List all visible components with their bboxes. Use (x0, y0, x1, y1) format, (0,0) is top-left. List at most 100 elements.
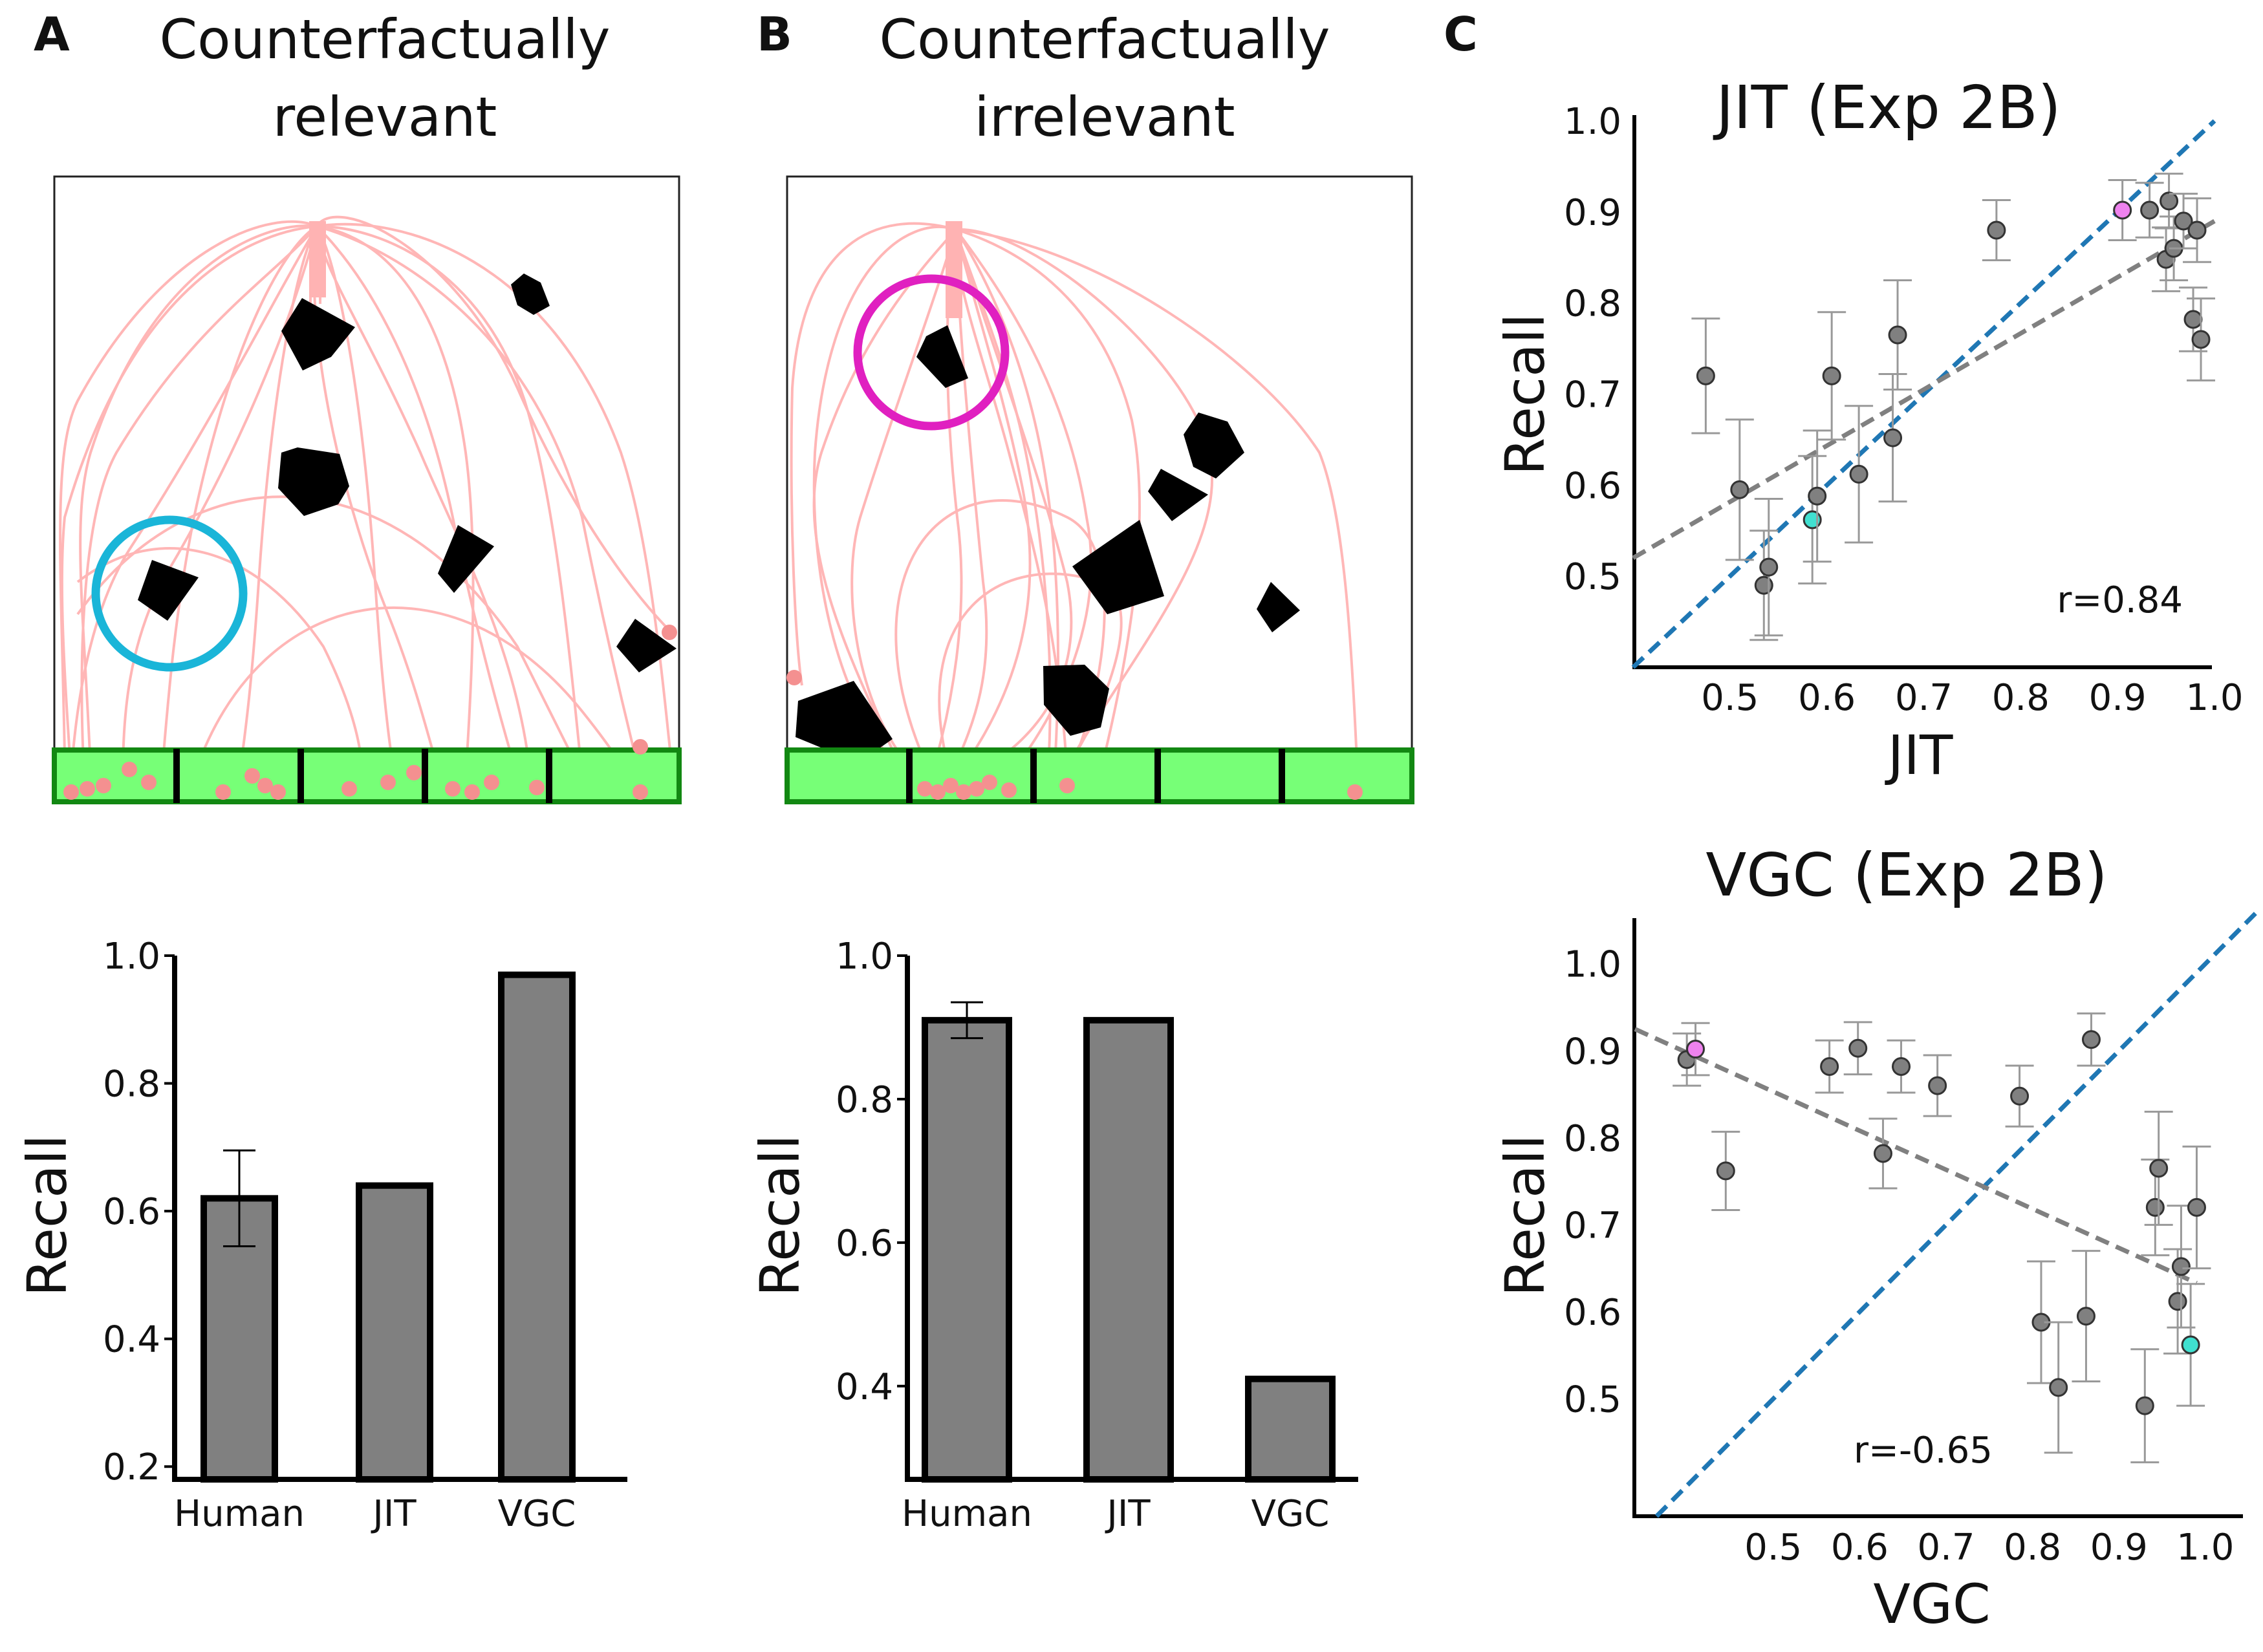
data-point (2076, 1307, 2095, 1326)
panel-a-title-line1: Counterfactually (160, 8, 611, 71)
y-tick-label: 0.6 (103, 1191, 160, 1233)
chart-title: VGC (Exp 2B) (1705, 841, 2107, 910)
data-point (1759, 557, 1779, 577)
y-tick-label: 0.7 (1564, 374, 1621, 416)
data-point (2135, 1396, 2154, 1415)
data-point (2081, 1030, 2101, 1049)
panel-b-title-line2: irrelevant (974, 85, 1235, 149)
data-point (2160, 191, 2179, 211)
y-tick-label: 0.9 (1564, 1031, 1621, 1073)
data-point (2181, 1335, 2200, 1355)
bar (1083, 1016, 1174, 1483)
scene-dropper (946, 221, 962, 318)
x-tick-label: 0.6 (1831, 1527, 1889, 1569)
x-tick-label: 0.7 (1895, 677, 1953, 719)
y-axis-label: Recall (748, 1135, 812, 1297)
data-point (1987, 220, 2006, 240)
x-tick-label: 0.5 (1744, 1527, 1802, 1569)
data-point (1820, 1057, 1839, 1076)
y-axis-label: Recall (16, 1135, 79, 1297)
data-point (1873, 1144, 1892, 1163)
data-point (2145, 1197, 2165, 1217)
x-tick-label: 0.7 (1917, 1527, 1975, 1569)
x-tick-label: VGC (1251, 1493, 1330, 1535)
obstacle (616, 619, 677, 672)
y-tick-label: 0.7 (1564, 1205, 1621, 1247)
data-point (1892, 1057, 1911, 1076)
data-point (2187, 220, 2207, 240)
data-point (1849, 464, 1868, 484)
data-point (1928, 1076, 1947, 1095)
data-point (1848, 1038, 1868, 1058)
landing-points (63, 625, 677, 800)
x-tick-label: Human (174, 1493, 305, 1535)
y-tick-label: 0.9 (1564, 192, 1621, 234)
y-tick-label: 1.0 (1564, 944, 1621, 986)
data-point (2049, 1378, 2068, 1397)
relevant-obstacle-highlight (91, 515, 248, 672)
regression-line (1632, 219, 2216, 561)
panel-b-title-line1: Counterfactually (880, 8, 1330, 71)
x-tick-label: 1.0 (2176, 1527, 2234, 1569)
identity-line (1654, 910, 2259, 1518)
data-point (1686, 1040, 1705, 1059)
x-tick-label: 0.5 (1701, 677, 1759, 719)
x-tick-label: 0.9 (2090, 1527, 2148, 1569)
bar (922, 1016, 1012, 1483)
scene-floor (785, 747, 1414, 804)
data-point (2191, 330, 2211, 349)
bar-chart-irrelevant: 0.4 0.6 0.8 1.0 Human JIT VGC Recall (748, 936, 1358, 1535)
x-tick-label: JIT (1105, 1493, 1151, 1535)
data-point (2168, 1292, 2187, 1311)
obstacle (1148, 469, 1208, 521)
bar (498, 971, 576, 1483)
x-tick-label: 0.6 (1798, 677, 1856, 719)
y-axis-label: Recall (1493, 1135, 1557, 1297)
x-axis-label: JIT (1885, 724, 1954, 787)
scatter-chart-jit: JIT (Exp 2B) 0.5 0.6 0.7 0.8 0.9 1.0 0.5 0.6 0.7… (1493, 73, 2244, 787)
y-tick-label: 0.4 (836, 1366, 893, 1408)
irrelevant-obstacle-highlight (853, 274, 1010, 431)
x-tick-label: 1.0 (2185, 677, 2243, 719)
obstacle (916, 325, 968, 388)
bar-chart-relevant: 0.2 0.4 0.6 0.8 1.0 Human JIT VGC Recall (16, 936, 627, 1535)
data-point (2171, 1257, 2191, 1276)
scene-relevant (52, 175, 682, 804)
data-point (1730, 480, 1749, 499)
y-tick-label: 1.0 (1564, 101, 1621, 143)
scene-irrelevant (785, 175, 1414, 804)
data-point (1716, 1161, 1735, 1181)
scene-floor (52, 747, 682, 804)
y-tick-label: 1.0 (836, 936, 893, 978)
y-tick-label: 0.6 (1564, 1292, 1621, 1334)
x-tick-label: 0.8 (1992, 677, 2050, 719)
y-tick-label: 0.4 (103, 1319, 160, 1361)
obstacle (281, 298, 355, 370)
data-point (1883, 428, 1903, 447)
data-point (2187, 1197, 2206, 1217)
bar (356, 1182, 433, 1483)
y-tick-label: 0.8 (836, 1079, 893, 1121)
data-point (1808, 486, 1827, 506)
obstacle (1072, 520, 1164, 614)
data-point (1803, 510, 1822, 530)
obstacle (1257, 582, 1300, 632)
data-point (1754, 575, 1773, 595)
obstacle (511, 274, 550, 315)
x-tick-label: JIT (371, 1493, 417, 1535)
y-tick-label: 0.5 (1564, 556, 1621, 598)
correlation-annotation: r=0.84 (2057, 579, 2183, 621)
bar (1245, 1375, 1336, 1483)
obstacle (1184, 413, 1244, 478)
obstacle (438, 525, 494, 593)
x-tick-label: 0.9 (2089, 677, 2147, 719)
y-tick-label: 0.2 (103, 1446, 160, 1488)
panel-letter-c: C (1444, 7, 1478, 61)
panel-a-title-line2: relevant (273, 85, 497, 149)
data-point (2140, 200, 2160, 220)
landing-points (786, 670, 1363, 800)
y-tick-label: 0.8 (103, 1064, 160, 1106)
y-tick-label: 0.5 (1564, 1378, 1621, 1421)
y-tick-label: 0.8 (1564, 1118, 1621, 1160)
